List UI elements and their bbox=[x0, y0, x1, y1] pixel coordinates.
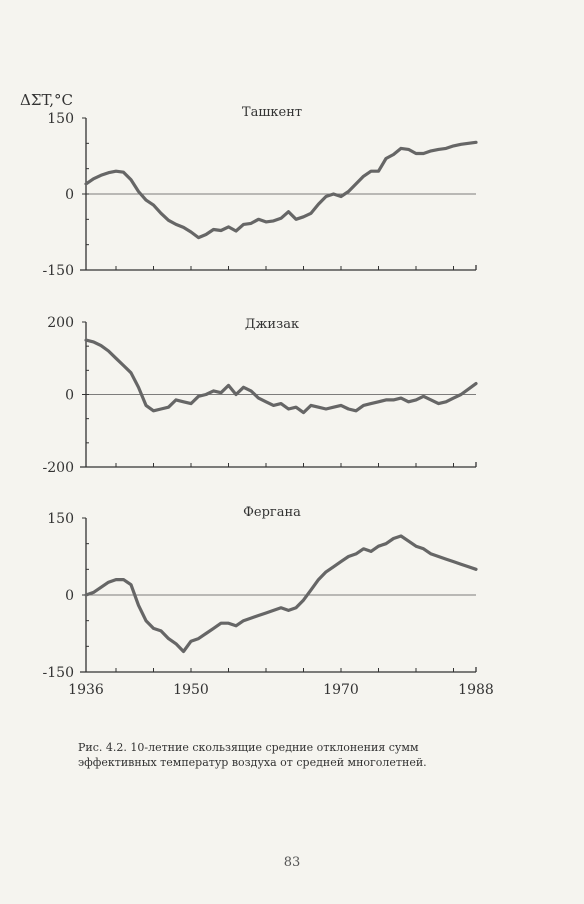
chart-panel-2: Джизак 200 0 -200 bbox=[43, 315, 478, 476]
chart-title: Джизак bbox=[245, 317, 299, 332]
y-tick-label: 150 bbox=[47, 111, 74, 127]
chart-title: Ташкент bbox=[242, 105, 302, 120]
series-line bbox=[84, 338, 478, 415]
y-tick-label: 0 bbox=[65, 187, 74, 203]
x-tick-label: 1988 bbox=[458, 682, 494, 698]
charts: Ташкент 150 0 -150 Джизак 200 0 -200 Фергана 150 0… bbox=[43, 105, 494, 698]
y-tick-label: -150 bbox=[43, 263, 74, 279]
chart-title: Фергана bbox=[243, 505, 301, 520]
chart-panel-1: Ташкент 150 0 -150 bbox=[43, 105, 478, 279]
y-tick-label: 0 bbox=[65, 388, 74, 404]
page-number: 83 bbox=[283, 855, 301, 870]
y-tick-label: -150 bbox=[43, 665, 74, 681]
y-axis-label: ΔΣT,°C bbox=[20, 91, 73, 109]
x-tick-label: 1950 bbox=[173, 682, 209, 698]
y-tick-label: 0 bbox=[65, 588, 74, 604]
x-tick-label: 1936 bbox=[68, 682, 104, 698]
x-tick-label: 1970 bbox=[323, 682, 359, 698]
y-tick-label: 200 bbox=[47, 315, 74, 331]
series-line bbox=[84, 140, 478, 240]
series-line bbox=[84, 534, 478, 654]
y-tick-label: 150 bbox=[47, 511, 74, 527]
y-tick-label: -200 bbox=[43, 460, 74, 476]
figure-caption: Рис. 4.2. 10-летние скользящие средние о… bbox=[78, 741, 427, 769]
